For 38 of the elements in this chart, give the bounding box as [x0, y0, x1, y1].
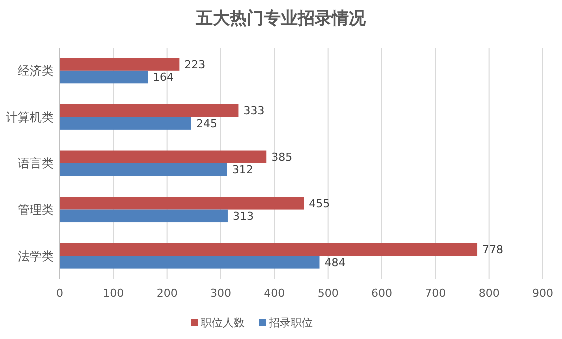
bar: [60, 243, 478, 256]
bar: [60, 164, 228, 176]
data-label: 333: [244, 104, 265, 118]
x-tick-label: 500: [318, 287, 339, 300]
data-label: 164: [153, 71, 174, 84]
x-tick-label: 400: [264, 287, 286, 300]
bar: [60, 197, 304, 210]
y-tick-label: 语言类: [18, 156, 54, 171]
bar: [60, 70, 148, 84]
x-tick-label: 600: [372, 287, 392, 300]
data-label: 455: [309, 197, 330, 210]
data-label: 313: [232, 210, 254, 224]
data-label: 312: [232, 164, 254, 177]
bar: [60, 210, 228, 223]
bar: [60, 117, 192, 130]
data-label: 245: [196, 117, 218, 130]
x-tick-label: 900: [532, 287, 554, 300]
y-tick-label: 计算机类: [6, 110, 54, 124]
x-tick-label: 100: [103, 287, 124, 300]
y-tick-label: 经济类: [18, 64, 54, 78]
data-label: 385: [272, 150, 293, 164]
y-tick-label: 管理类: [18, 202, 54, 217]
x-tick-label: 700: [425, 287, 446, 300]
legend-label: 招录职位: [268, 316, 313, 330]
data-label: 484: [324, 256, 346, 270]
bar: [60, 104, 239, 118]
x-tick-label: 0: [56, 287, 64, 300]
bar: [60, 256, 320, 269]
data-label: 778: [482, 244, 504, 257]
x-tick-label: 300: [210, 287, 232, 300]
bar: [60, 150, 267, 164]
legend-label: 职位人数: [201, 316, 245, 330]
x-tick-label: 200: [156, 287, 178, 300]
chart-title: 五大热门专业招录情况: [195, 9, 367, 29]
x-tick-label: 800: [478, 287, 500, 300]
y-tick-label: 法学类: [18, 249, 54, 264]
bar: [60, 58, 180, 71]
data-label: 223: [184, 58, 206, 72]
